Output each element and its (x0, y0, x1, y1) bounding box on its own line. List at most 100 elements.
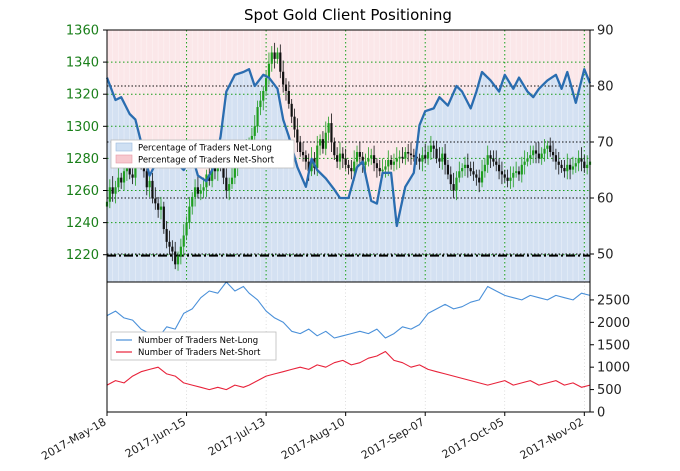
candle-body (333, 142, 336, 156)
chart-title: Spot Gold Client Positioning (244, 6, 452, 24)
candle-body (117, 177, 120, 188)
candle-body (395, 158, 398, 162)
candle-body (438, 158, 441, 162)
candle-body (293, 116, 296, 130)
candle-body (390, 160, 393, 165)
candle-body (529, 155, 532, 159)
candle-body (296, 129, 299, 143)
candle-body (472, 171, 475, 175)
candle-body (409, 153, 413, 156)
y-left-tick-label: 1280 (66, 152, 99, 167)
candle-body (108, 187, 111, 202)
candle-body (375, 163, 379, 169)
candle-body (480, 171, 484, 183)
candle-body (157, 203, 160, 210)
candle-body (534, 150, 538, 154)
candle-body (120, 177, 123, 183)
candle-body (347, 164, 350, 169)
candle-body (497, 164, 501, 172)
candle-body (500, 171, 504, 175)
legend-percentage: Percentage of Traders Net-Long Percentag… (110, 139, 295, 169)
candle-body (213, 168, 217, 172)
candle-body (290, 103, 293, 117)
candle-body (165, 229, 168, 242)
series-line-net-long-count (106, 281, 591, 339)
candle-body (199, 190, 202, 194)
candle-body (441, 153, 444, 162)
candle-body (284, 84, 288, 91)
x-tick-label: 2017-Sep-07 (359, 415, 427, 462)
y-left-tick-label: 1220 (66, 248, 99, 263)
candle-body (171, 246, 174, 252)
candle-body (463, 164, 467, 169)
candle-body (193, 187, 197, 197)
candle-body (492, 158, 495, 162)
candle-body (577, 158, 580, 164)
candle-body (444, 153, 447, 165)
candle-body (483, 164, 486, 172)
candle-body (569, 164, 572, 170)
candle-body (486, 155, 489, 165)
candle-body (421, 155, 424, 162)
y-right-tick-label: 60 (597, 192, 614, 207)
candle-body (174, 251, 177, 265)
y-left-tick-label: 1300 (66, 120, 99, 135)
candle-body (523, 161, 526, 165)
candle-body (358, 151, 361, 157)
candle-body (512, 172, 515, 178)
candle-body (151, 180, 154, 199)
candle-body (461, 168, 464, 172)
candle-body (355, 151, 359, 162)
candle-body (381, 169, 384, 172)
candle-body (401, 156, 404, 159)
candle-body (392, 161, 396, 165)
candle-body (353, 161, 356, 172)
candle-body (435, 148, 438, 159)
x-tick-label: 2017-Oct-05 (440, 415, 506, 461)
panel2-frame (106, 281, 591, 413)
y-count-tick-label: 2000 (597, 316, 630, 331)
candle-body (185, 222, 188, 236)
candle-body (114, 187, 117, 194)
candle-body (265, 78, 268, 91)
candle-body (554, 155, 558, 162)
candle-body (299, 142, 302, 152)
candle-body (446, 164, 450, 175)
candle-body (455, 177, 458, 191)
candle-body (532, 150, 535, 156)
candle-body (432, 145, 435, 149)
candle-body (259, 100, 262, 108)
candle-body (551, 151, 555, 156)
candle-body (273, 52, 276, 59)
candle-body (526, 158, 529, 162)
series-line-net-short-count (106, 350, 591, 391)
candle-body (211, 168, 214, 181)
legend-label-net-long-pct: Percentage of Traders Net-Long (138, 144, 272, 154)
legend-label-net-short-pct: Percentage of Traders Net-Short (138, 156, 275, 166)
candle-body (424, 155, 427, 159)
y-count-tick-label: 1500 (597, 338, 630, 353)
candle-body (583, 161, 586, 169)
legend-label-net-long-count: Number of Traders Net-Long (138, 336, 258, 346)
x-tick-label: 2017-May-18 (39, 415, 108, 463)
candle-body (327, 123, 330, 133)
candle-body (449, 174, 452, 185)
legend-counts-box (110, 331, 277, 361)
candle-body (145, 171, 148, 188)
y-count-tick-label: 1000 (597, 361, 630, 376)
x-axis: 2017-May-18 2017-Jun-15 2017-Jul-13 2017-Au… (39, 412, 586, 463)
candle-body (191, 196, 194, 207)
candle-body (338, 153, 342, 162)
y-right-tick-label: 80 (597, 80, 614, 95)
candle-body (154, 198, 157, 204)
candle-body (301, 151, 305, 156)
candle-body (304, 155, 307, 162)
y-right-tick-label: 70 (597, 136, 614, 151)
candle-body (404, 151, 407, 159)
candle-body (270, 52, 273, 64)
candle-body (546, 145, 549, 149)
legend-counts: Number of Traders Net-Long Number of Tra… (110, 331, 277, 361)
candle-body (111, 187, 114, 194)
candle-body (253, 126, 256, 136)
